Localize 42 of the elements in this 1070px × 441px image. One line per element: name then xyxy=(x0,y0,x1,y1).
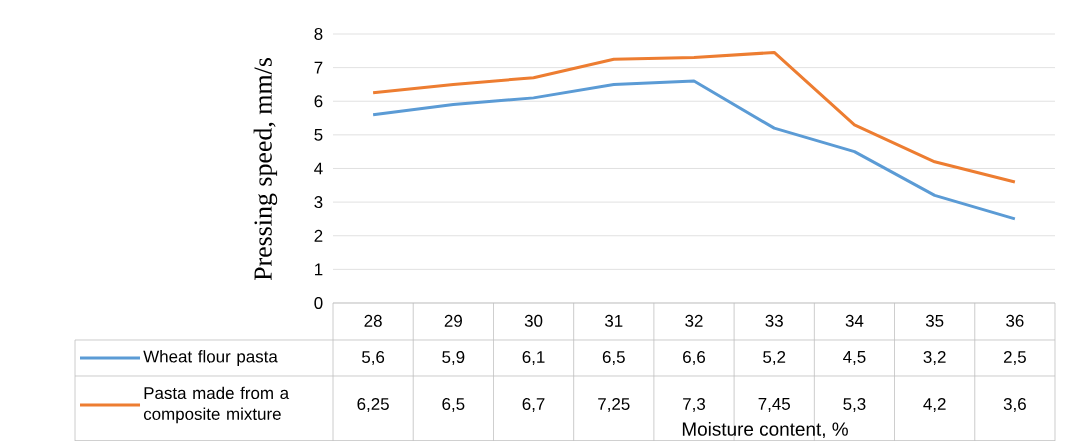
y-tick-label: 6 xyxy=(314,95,323,108)
data-label: 6,7 xyxy=(522,397,545,412)
data-label: 7,3 xyxy=(683,397,706,412)
x-tick-label: 30 xyxy=(524,314,543,327)
x-tick-label: 28 xyxy=(364,314,382,327)
data-label: 4,2 xyxy=(923,397,946,412)
text: Moisture content, % xyxy=(682,421,848,439)
x-tick-label: 33 xyxy=(765,314,783,327)
y-tick-label: 8 xyxy=(314,27,323,40)
data-label: 3,2 xyxy=(923,350,946,365)
x-tick-label: 32 xyxy=(685,314,703,327)
x-tick-label: 36 xyxy=(1006,314,1024,327)
y-tick-label: 2 xyxy=(314,229,323,242)
y-tick-label: 0 xyxy=(314,296,323,309)
x-tick-label: 35 xyxy=(925,314,944,327)
data-label: 6,6 xyxy=(683,350,706,365)
data-label: 6,25 xyxy=(357,397,389,412)
data-label: 6,1 xyxy=(522,350,545,365)
data-label: 5,9 xyxy=(442,350,465,365)
y-tick-label: 1 xyxy=(315,263,323,276)
y-axis-title: Pressing speed, mm/s xyxy=(253,58,278,281)
data-label: 6,5 xyxy=(442,397,465,412)
x-tick-label: 34 xyxy=(845,314,864,327)
y-tick-label: 7 xyxy=(314,61,323,74)
x-tick-label: 31 xyxy=(605,314,623,327)
data-label: 3,6 xyxy=(1003,397,1026,412)
data-label: 5,2 xyxy=(763,350,786,365)
legend-label: Wheat flour pasta xyxy=(143,350,278,366)
x-tick-label: 29 xyxy=(444,314,462,327)
line-series xyxy=(371,50,1017,184)
data-label: 4,5 xyxy=(843,351,866,365)
y-tick-label: 5 xyxy=(314,128,323,141)
data-label: 5,3 xyxy=(843,397,866,412)
data-label: 6,5 xyxy=(602,350,625,365)
data-label: 7,25 xyxy=(598,397,630,412)
line-series xyxy=(371,79,1017,221)
y-tick-label: 4 xyxy=(314,162,323,175)
data-label: 7,45 xyxy=(758,398,790,412)
data-label: 2,5 xyxy=(1003,350,1026,365)
data-label: 5,6 xyxy=(362,350,385,365)
y-tick-label: 3 xyxy=(314,196,323,209)
legend-label: Pasta made from a composite mixture xyxy=(143,386,290,424)
